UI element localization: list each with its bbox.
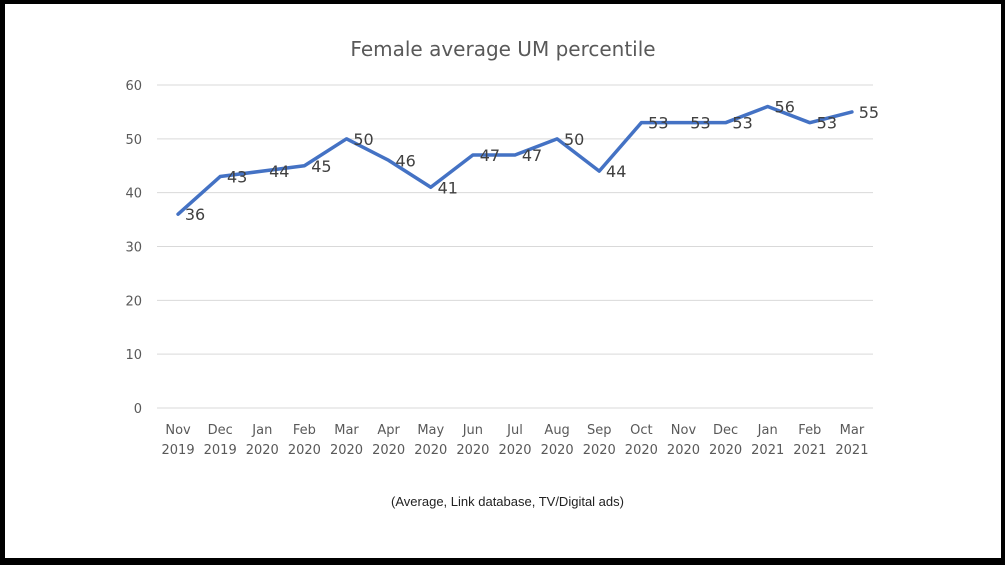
data-label: 53: [817, 114, 837, 133]
x-tick-label-year: 2020: [667, 443, 700, 458]
x-tick-label-year: 2019: [162, 443, 195, 458]
data-label: 53: [732, 114, 752, 133]
y-tick-label: 40: [125, 187, 142, 202]
x-tick-label-month: Feb: [798, 423, 821, 438]
x-tick-label-month: Mar: [840, 423, 865, 438]
x-tick-label-year: 2020: [288, 443, 321, 458]
y-tick-label: 60: [125, 79, 142, 94]
y-tick-label: 10: [125, 348, 142, 363]
x-tick-label-year: 2021: [751, 443, 784, 458]
series-line: [176, 104, 854, 216]
x-tick-label-year: 2020: [414, 443, 447, 458]
x-tick-label-year: 2020: [372, 443, 405, 458]
x-tick-label-year: 2019: [204, 443, 237, 458]
data-label: 44: [269, 162, 289, 181]
x-tick-label-month: Jun: [462, 423, 483, 438]
y-tick-label: 20: [125, 294, 142, 309]
x-tick-label-month: Dec: [713, 423, 738, 438]
x-tick-label-year: 2020: [709, 443, 742, 458]
data-label: 56: [775, 98, 795, 117]
data-label: 53: [690, 114, 710, 133]
data-label: 50: [353, 130, 373, 149]
data-label: 47: [480, 146, 500, 165]
x-tick-label-year: 2021: [793, 443, 826, 458]
x-tick-label-year: 2020: [625, 443, 658, 458]
x-tick-label-month: Mar: [334, 423, 359, 438]
x-tick-label-month: Jul: [506, 423, 523, 438]
x-tick-label-month: Apr: [377, 423, 400, 438]
x-tick-label-month: Nov: [671, 423, 697, 438]
data-label: 53: [648, 114, 668, 133]
data-label: 45: [311, 157, 331, 176]
data-label: 44: [606, 162, 626, 181]
x-tick-label-month: Sep: [587, 423, 612, 438]
x-tick-label-year: 2020: [541, 443, 574, 458]
data-label: 55: [859, 103, 879, 122]
x-tick-label-year: 2020: [583, 443, 616, 458]
data-label: 46: [395, 151, 415, 170]
x-tick-label-month: Dec: [208, 423, 233, 438]
y-tick-label: 30: [125, 241, 142, 256]
x-tick-label-month: Oct: [630, 423, 652, 438]
x-tick-label-month: Jan: [757, 423, 778, 438]
data-label: 50: [564, 130, 584, 149]
chart-title: Female average UM percentile: [350, 37, 655, 61]
x-tick-label-year: 2020: [456, 443, 489, 458]
data-label: 41: [438, 178, 458, 197]
data-label: 36: [185, 205, 205, 224]
line-chart: Female average UM percentile 0 10 20 30 40 50…: [125, 37, 879, 458]
x-tick-label-month: Jan: [251, 423, 272, 438]
y-tick-label: 50: [125, 133, 142, 148]
x-tick-label-year: 2020: [246, 443, 279, 458]
data-label: 43: [227, 168, 247, 187]
chart-caption: (Average, Link database, TV/Digital ads): [391, 494, 624, 509]
x-tick-label-month: Nov: [165, 423, 191, 438]
data-label: 47: [522, 146, 542, 165]
x-tick-label-month: May: [417, 423, 444, 438]
x-tick-label-month: Feb: [293, 423, 316, 438]
x-tick-label-year: 2020: [330, 443, 363, 458]
x-tick-label-year: 2021: [835, 443, 868, 458]
x-tick-label-month: Aug: [544, 423, 569, 438]
chart-frame: Female average UM percentile 0 10 20 30 40 50…: [5, 4, 1001, 558]
y-tick-label: 0: [134, 402, 142, 417]
x-tick-label-year: 2020: [498, 443, 531, 458]
